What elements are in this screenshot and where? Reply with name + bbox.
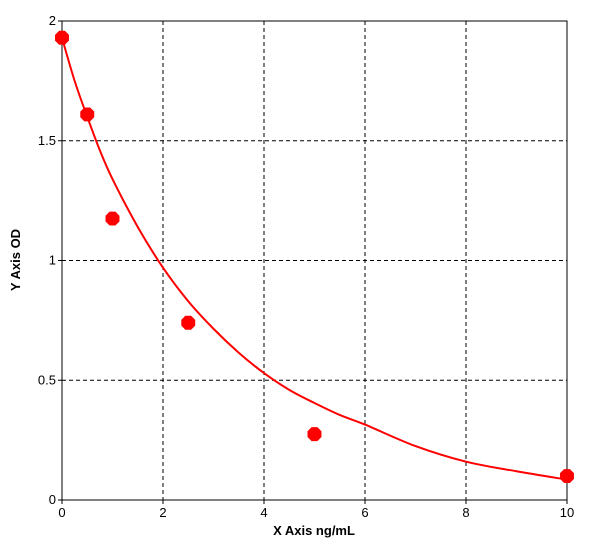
- data-point: [560, 469, 574, 484]
- x-tick-label: 6: [361, 505, 368, 520]
- grid-lines: [62, 21, 567, 500]
- x-tick-label: 2: [159, 505, 166, 520]
- data-point: [307, 427, 322, 442]
- y-axis-title: Y Axis OD: [8, 229, 23, 291]
- y-tick-label: 0.5: [38, 372, 56, 387]
- y-tick-label: 2: [49, 13, 56, 28]
- data-point: [105, 211, 120, 226]
- fit-curve: [61, 37, 568, 481]
- y-tick-label: 0: [49, 492, 56, 507]
- y-tick-label: 1.5: [38, 133, 56, 148]
- axis-ticks: 0 2 4 6 8 10 0 0.5 1 1.5 2: [38, 13, 574, 520]
- data-point: [80, 107, 95, 122]
- x-tick-label: 4: [260, 505, 267, 520]
- x-tick-label: 8: [462, 505, 469, 520]
- data-points: [55, 30, 574, 484]
- x-axis-title: X Axis ng/mL: [273, 523, 355, 538]
- y-tick-label: 1: [49, 253, 56, 268]
- fit-curve-layer: [61, 37, 568, 481]
- data-point: [55, 30, 69, 45]
- x-tick-label: 0: [58, 505, 65, 520]
- data-point: [181, 315, 196, 330]
- x-tick-label: 10: [560, 505, 574, 520]
